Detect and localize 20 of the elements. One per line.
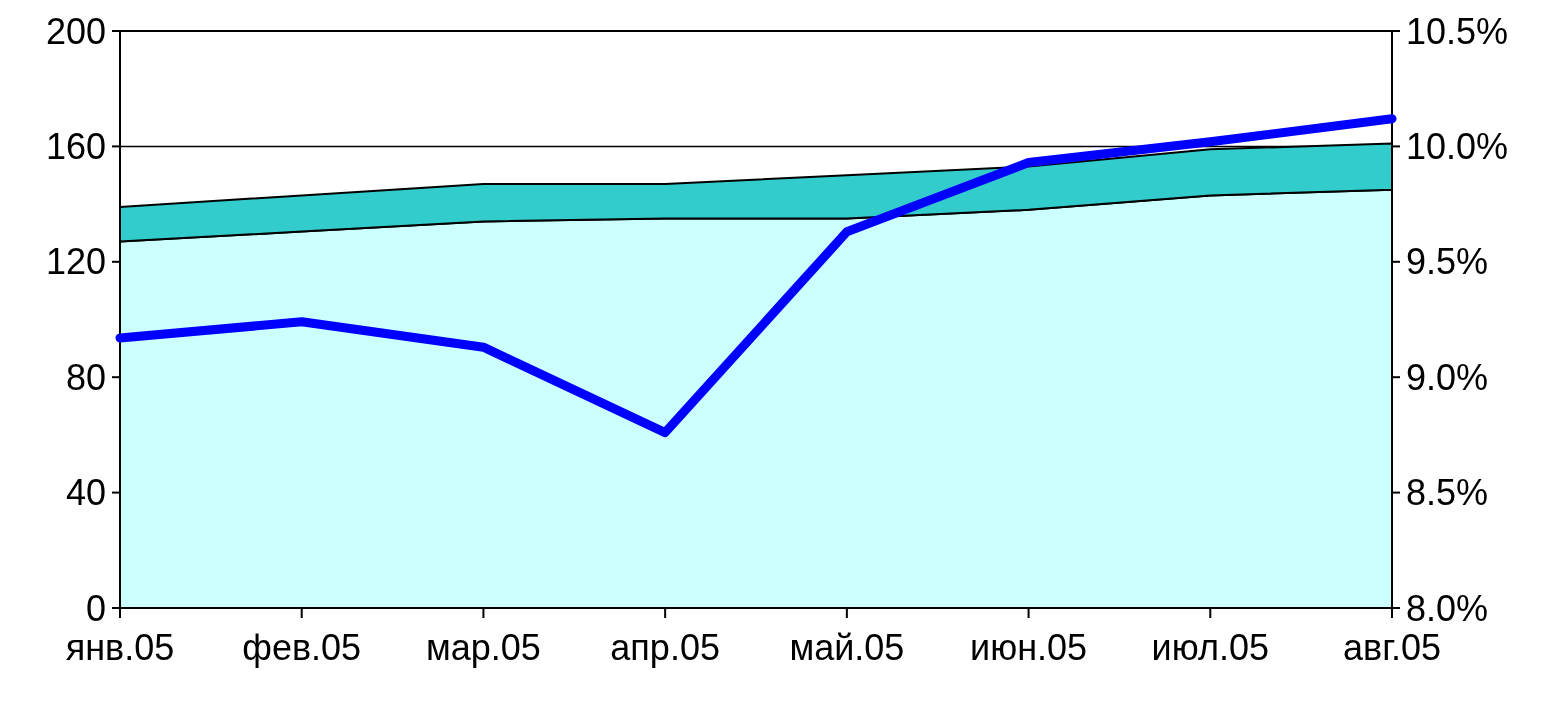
y2-tick-label: 10.0%: [1406, 125, 1509, 167]
y-tick-label: 160: [45, 125, 106, 167]
y-tick-label: 40: [65, 472, 106, 514]
y2-tick-label: 9.0%: [1406, 356, 1489, 398]
x-tick-label: апр.05: [610, 627, 720, 668]
y-tick-label: 200: [45, 10, 106, 52]
x-tick-label: июл.05: [1151, 627, 1269, 668]
x-tick-label: янв.05: [65, 627, 175, 668]
x-tick-label: май.05: [789, 627, 905, 668]
y-tick-label: 120: [45, 241, 106, 283]
y2-tick-label: 10.5%: [1406, 10, 1509, 52]
y2-tick-label: 8.0%: [1406, 587, 1489, 629]
x-tick-label: авг.05: [1343, 627, 1441, 668]
y2-tick-label: 9.5%: [1406, 241, 1489, 283]
y2-tick-label: 8.5%: [1406, 472, 1489, 514]
y-tick-label: 0: [85, 587, 106, 629]
x-tick-label: мар.05: [426, 627, 541, 668]
y-tick-label: 80: [65, 356, 106, 398]
x-tick-label: фев.05: [242, 627, 362, 668]
x-tick-label: июн.05: [970, 627, 1088, 668]
